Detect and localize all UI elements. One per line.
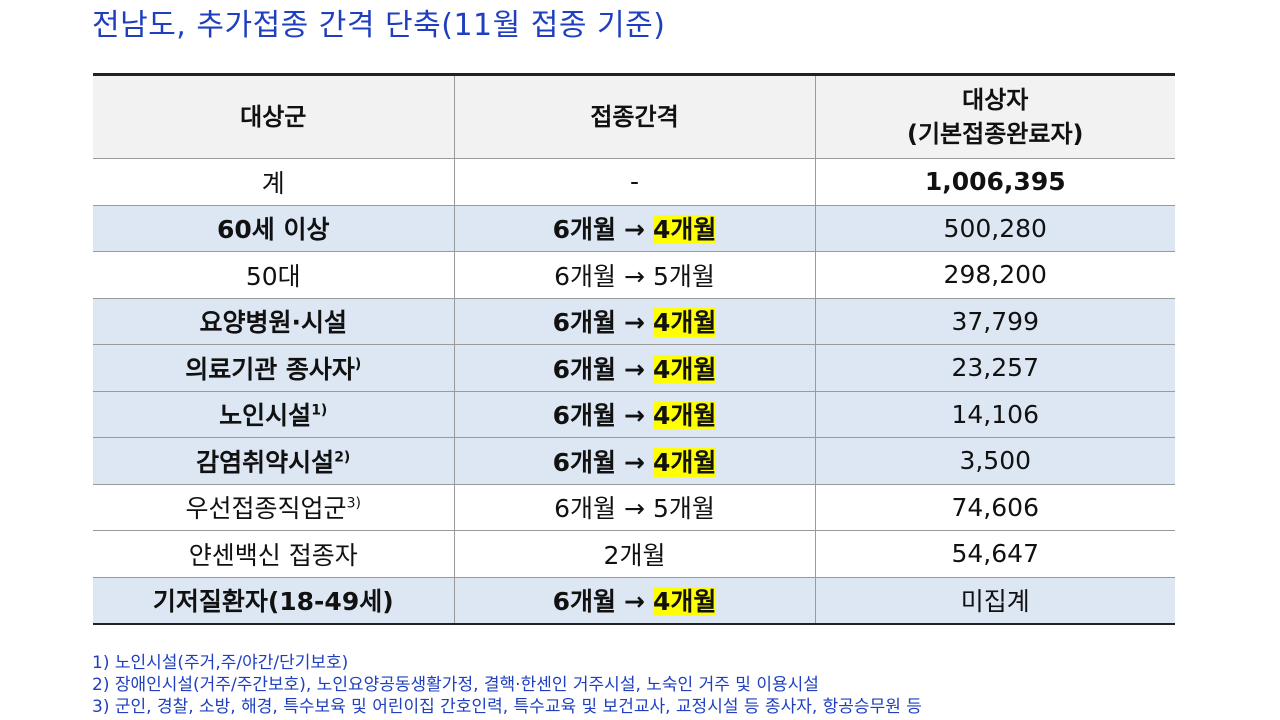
cell-target-group: 우선접종직업군3) [93, 484, 455, 531]
cell-target-count: 74,606 [814, 484, 1175, 531]
table-row: 요양병원·시설 6개월 → 4개월 37,799 [93, 298, 1175, 345]
table-body: 계 -1,006,395 60세 이상 6개월 → 4개월 500,280 50대 6개월 → 5개… [93, 158, 1175, 625]
header-interval: 접종간격 [453, 73, 816, 159]
footnote-marker: 3) [346, 495, 361, 512]
table-row: 우선접종직업군3) 6개월 → 5개월 74,606 [93, 484, 1175, 531]
cell-interval: 6개월 → 4개월 [453, 344, 816, 392]
interval-from: 6개월 [554, 261, 617, 291]
header-target-count-line2: (기본접종완료자) [907, 120, 1084, 148]
arrow-right-icon: → [624, 354, 645, 384]
interval-to: 4개월 [652, 401, 717, 431]
table-row: 의료기관 종사자) 6개월 → 4개월 23,257 [93, 344, 1175, 392]
cell-interval: 6개월 → 4개월 [453, 391, 816, 438]
footnote-1: 1) 노인시설(주거,주/야간/단기보호) [92, 653, 349, 673]
table-row: 기저질환자(18-49세) 6개월 → 4개월 미집계 [93, 577, 1175, 625]
target-group-label: 60세 이상 [217, 215, 330, 245]
cell-target-count: 37,799 [814, 298, 1175, 345]
interval-to: 5개월 [652, 494, 715, 524]
footnote-2: 2) 장애인시설(거주/주간보호), 노인요양공동생활가정, 결핵·한센인 거주… [92, 675, 819, 695]
cell-target-count: 500,280 [814, 205, 1175, 252]
target-group-label: 감염취약시설 [196, 447, 335, 477]
interval-to: 4개월 [652, 447, 717, 477]
interval-to: 5개월 [652, 261, 715, 291]
cell-interval: 6개월 → 4개월 [453, 298, 816, 345]
interval-to: 4개월 [652, 587, 717, 616]
target-group-label: 얀센백신 접종자 [188, 540, 358, 570]
cell-target-count: 54,647 [814, 530, 1175, 578]
cell-interval: - [453, 158, 816, 206]
target-group-label: 기저질환자(18-49세) [152, 587, 394, 616]
interval-to: 4개월 [652, 308, 717, 338]
footnote-marker: 1) [311, 402, 328, 419]
header-target-count: 대상자 (기본접종완료자) [814, 73, 1175, 159]
interval-from: 6개월 [552, 308, 617, 338]
cell-interval: 6개월 → 4개월 [453, 437, 816, 485]
footnote-3: 3) 군인, 경찰, 소방, 해경, 특수보육 및 어린이집 간호인력, 특수교… [92, 697, 922, 717]
cell-target-count: 1,006,395 [814, 158, 1175, 206]
cell-target-group: 50대 [93, 251, 455, 299]
table-row: 얀센백신 접종자 2개월 54,647 [93, 530, 1175, 578]
target-group-label: 요양병원·시설 [199, 308, 348, 338]
arrow-right-icon: → [624, 587, 645, 616]
cell-interval: 2개월 [453, 530, 816, 578]
target-group-label: 의료기관 종사자 [185, 354, 355, 384]
interval-text: - [629, 167, 640, 197]
cell-target-group: 의료기관 종사자) [93, 344, 455, 392]
arrow-right-icon: → [624, 494, 645, 524]
cell-target-count: 미집계 [814, 577, 1175, 625]
interval-from: 6개월 [552, 447, 617, 477]
header-target-count-line1: 대상자 [962, 86, 1029, 114]
cell-target-count: 23,257 [814, 344, 1175, 392]
footnote-marker: 2) [334, 449, 351, 466]
cell-target-count: 298,200 [814, 251, 1175, 299]
cell-target-count: 3,500 [814, 437, 1175, 485]
cell-target-group: 60세 이상 [93, 205, 455, 252]
cell-target-group: 계 [93, 158, 455, 206]
page-title: 전남도, 추가접종 간격 단축(11월 접종 기준) [92, 8, 666, 43]
arrow-right-icon: → [624, 261, 645, 291]
interval-from: 6개월 [554, 494, 617, 524]
arrow-right-icon: → [624, 308, 645, 338]
cell-target-group: 기저질환자(18-49세) [93, 577, 455, 625]
target-group-label: 우선접종직업군 [185, 494, 347, 524]
vaccination-interval-table: 대상군 접종간격 대상자 (기본접종완료자) 계 - 1,006,395 60세 이상… [93, 73, 1175, 625]
table-row: 노인시설1) 6개월 → 4개월 14,106 [93, 391, 1175, 438]
table-row: 60세 이상 6개월 → 4개월 500,280 [93, 205, 1175, 252]
cell-target-count: 14,106 [814, 391, 1175, 438]
footnote-marker: ) [354, 356, 362, 373]
header-target-group: 대상군 [93, 73, 455, 159]
table-row: 계 - 1,006,395 [93, 158, 1175, 206]
interval-from: 6개월 [552, 215, 617, 245]
interval-from: 6개월 [552, 587, 617, 616]
cell-interval: 6개월 → 4개월 [453, 577, 816, 625]
table-row: 감염취약시설2) 6개월 → 4개월 3,500 [93, 437, 1175, 485]
target-group-label: 계 [261, 168, 285, 198]
interval-to: 4개월 [652, 215, 717, 245]
arrow-right-icon: → [624, 401, 645, 431]
target-group-label: 50대 [245, 261, 301, 291]
cell-target-group: 노인시설1) [93, 391, 455, 438]
cell-interval: 6개월 → 5개월 [453, 251, 816, 299]
cell-interval: 6개월 → 5개월 [453, 484, 816, 531]
cell-target-group: 얀센백신 접종자 [93, 530, 455, 578]
interval-from: 6개월 [552, 354, 617, 384]
arrow-right-icon: → [624, 215, 645, 245]
arrow-right-icon: → [624, 447, 645, 477]
cell-target-group: 감염취약시설2) [93, 437, 455, 485]
table-row: 50대 6개월 → 5개월 298,200 [93, 251, 1175, 299]
cell-interval: 6개월 → 4개월 [453, 205, 816, 252]
footnotes: 1) 노인시설(주거,주/야간/단기보호) 2) 장애인시설(거주/주간보호),… [92, 652, 922, 718]
interval-to: 4개월 [652, 354, 717, 384]
interval-text: 2개월 [603, 540, 666, 570]
interval-from: 6개월 [552, 401, 617, 431]
cell-target-group: 요양병원·시설 [93, 298, 455, 345]
table-header-row: 대상군 접종간격 대상자 (기본접종완료자) [93, 73, 1175, 159]
target-group-label: 노인시설 [219, 401, 312, 431]
